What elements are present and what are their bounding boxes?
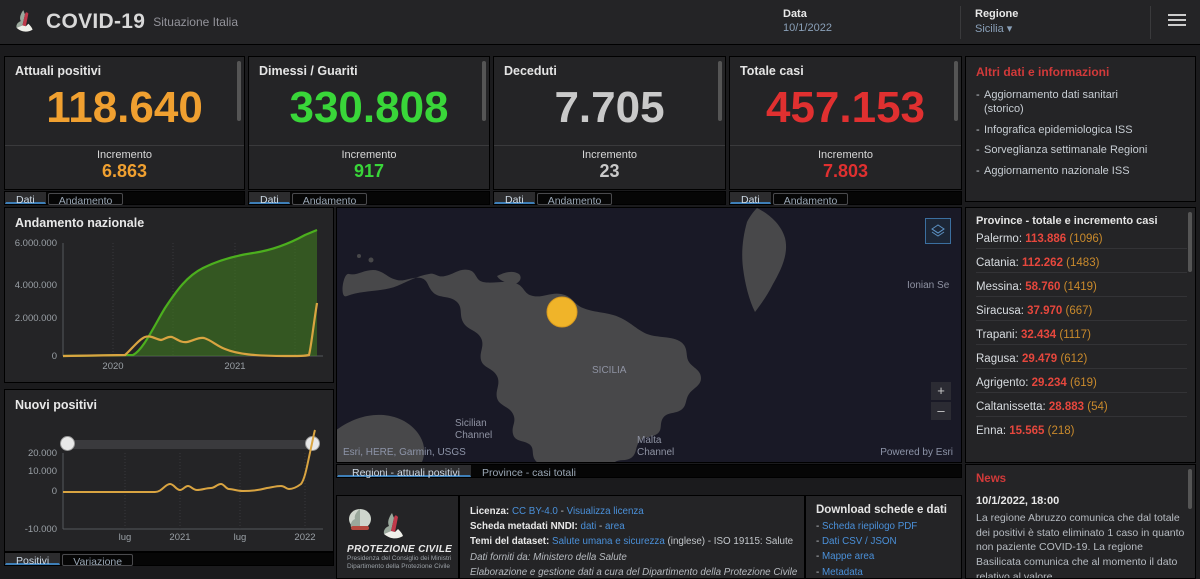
svg-text:0: 0 <box>52 486 57 497</box>
svg-text:lug: lug <box>234 532 247 543</box>
svg-text:Ionian Se: Ionian Se <box>907 280 950 291</box>
svg-text:2.000.000: 2.000.000 <box>15 313 57 324</box>
svg-text:SICILIA: SICILIA <box>592 365 627 376</box>
svg-text:Malta: Malta <box>637 435 662 446</box>
svg-text:lug: lug <box>119 532 132 543</box>
svg-text:2022: 2022 <box>294 532 315 543</box>
svg-text:20.000: 20.000 <box>28 448 57 459</box>
svg-text:10.000: 10.000 <box>28 466 57 477</box>
svg-text:2021: 2021 <box>224 361 245 372</box>
svg-text:2020: 2020 <box>102 361 123 372</box>
svg-text:Channel: Channel <box>637 447 674 458</box>
svg-text:0: 0 <box>52 351 57 362</box>
svg-text:-10.000: -10.000 <box>25 524 57 535</box>
svg-text:Channel: Channel <box>455 430 492 441</box>
svg-text:2021: 2021 <box>169 532 190 543</box>
svg-text:6.000.000: 6.000.000 <box>15 238 57 249</box>
svg-text:4.000.000: 4.000.000 <box>15 280 57 291</box>
svg-text:Sicilian: Sicilian <box>455 418 487 429</box>
